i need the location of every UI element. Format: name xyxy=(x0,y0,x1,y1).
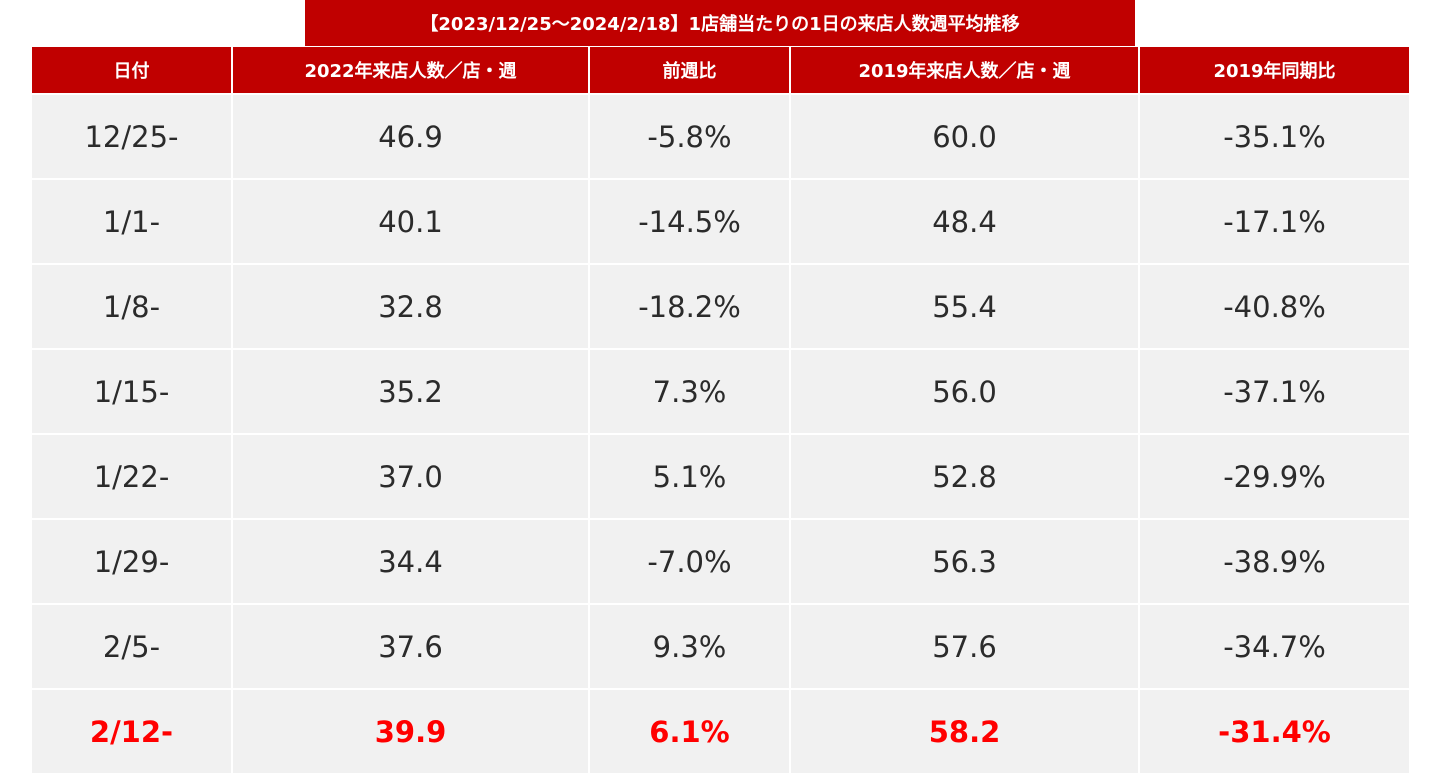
cell-vs-2019: -31.4% xyxy=(1138,688,1409,775)
table-row: 2/5- 37.6 9.3% 57.6 -34.7% xyxy=(32,603,1409,690)
cell-week-over-week: -14.5% xyxy=(588,178,791,265)
header-2019-visitors: 2019年来店人数／店・週 xyxy=(789,47,1140,94)
cell-vs-2019: -37.1% xyxy=(1138,348,1409,435)
cell-vs-2019: -38.9% xyxy=(1138,518,1409,605)
cell-2022-visitors: 46.9 xyxy=(231,93,590,180)
cell-week-over-week: 9.3% xyxy=(588,603,791,690)
cell-vs-2019: -35.1% xyxy=(1138,93,1409,180)
cell-2022-visitors: 34.4 xyxy=(231,518,590,605)
cell-date: 2/12- xyxy=(32,688,233,775)
header-week-over-week: 前週比 xyxy=(588,47,791,94)
cell-date: 1/1- xyxy=(32,178,233,265)
header-date: 日付 xyxy=(32,47,233,94)
cell-2022-visitors: 40.1 xyxy=(231,178,590,265)
cell-vs-2019: -17.1% xyxy=(1138,178,1409,265)
visitor-table: 日付 2022年来店人数／店・週 前週比 2019年来店人数／店・週 2019年… xyxy=(32,47,1409,775)
cell-date: 12/25- xyxy=(32,93,233,180)
cell-2019-visitors: 58.2 xyxy=(789,688,1140,775)
cell-2019-visitors: 56.3 xyxy=(789,518,1140,605)
cell-week-over-week: 7.3% xyxy=(588,348,791,435)
table-row: 1/22- 37.0 5.1% 52.8 -29.9% xyxy=(32,433,1409,520)
table-row: 12/25- 46.9 -5.8% 60.0 -35.1% xyxy=(32,93,1409,180)
table-row: 1/15- 35.2 7.3% 56.0 -37.1% xyxy=(32,348,1409,435)
cell-date: 1/15- xyxy=(32,348,233,435)
cell-2022-visitors: 39.9 xyxy=(231,688,590,775)
cell-vs-2019: -40.8% xyxy=(1138,263,1409,350)
cell-2019-visitors: 60.0 xyxy=(789,93,1140,180)
cell-week-over-week: 5.1% xyxy=(588,433,791,520)
cell-date: 1/22- xyxy=(32,433,233,520)
cell-date: 1/29- xyxy=(32,518,233,605)
cell-week-over-week: -5.8% xyxy=(588,93,791,180)
cell-2022-visitors: 35.2 xyxy=(231,348,590,435)
table-row: 1/1- 40.1 -14.5% 48.4 -17.1% xyxy=(32,178,1409,265)
header-vs-2019: 2019年同期比 xyxy=(1138,47,1409,94)
cell-date: 2/5- xyxy=(32,603,233,690)
cell-week-over-week: -7.0% xyxy=(588,518,791,605)
cell-vs-2019: -34.7% xyxy=(1138,603,1409,690)
cell-2022-visitors: 37.0 xyxy=(231,433,590,520)
header-row: 日付 2022年来店人数／店・週 前週比 2019年来店人数／店・週 2019年… xyxy=(32,47,1409,94)
cell-week-over-week: -18.2% xyxy=(588,263,791,350)
cell-2019-visitors: 57.6 xyxy=(789,603,1140,690)
table-row: 1/8- 32.8 -18.2% 55.4 -40.8% xyxy=(32,263,1409,350)
cell-vs-2019: -29.9% xyxy=(1138,433,1409,520)
cell-2019-visitors: 48.4 xyxy=(789,178,1140,265)
table-row-highlighted: 2/12- 39.9 6.1% 58.2 -31.4% xyxy=(32,688,1409,775)
cell-2022-visitors: 37.6 xyxy=(231,603,590,690)
cell-2019-visitors: 56.0 xyxy=(789,348,1140,435)
header-2022-visitors: 2022年来店人数／店・週 xyxy=(231,47,590,94)
cell-date: 1/8- xyxy=(32,263,233,350)
cell-2019-visitors: 55.4 xyxy=(789,263,1140,350)
table-row: 1/29- 34.4 -7.0% 56.3 -38.9% xyxy=(32,518,1409,605)
cell-2022-visitors: 32.8 xyxy=(231,263,590,350)
table-title: 【2023/12/25～2024/2/18】1店舗当たりの1日の来店人数週平均推… xyxy=(305,0,1135,46)
cell-2019-visitors: 52.8 xyxy=(789,433,1140,520)
cell-week-over-week: 6.1% xyxy=(588,688,791,775)
